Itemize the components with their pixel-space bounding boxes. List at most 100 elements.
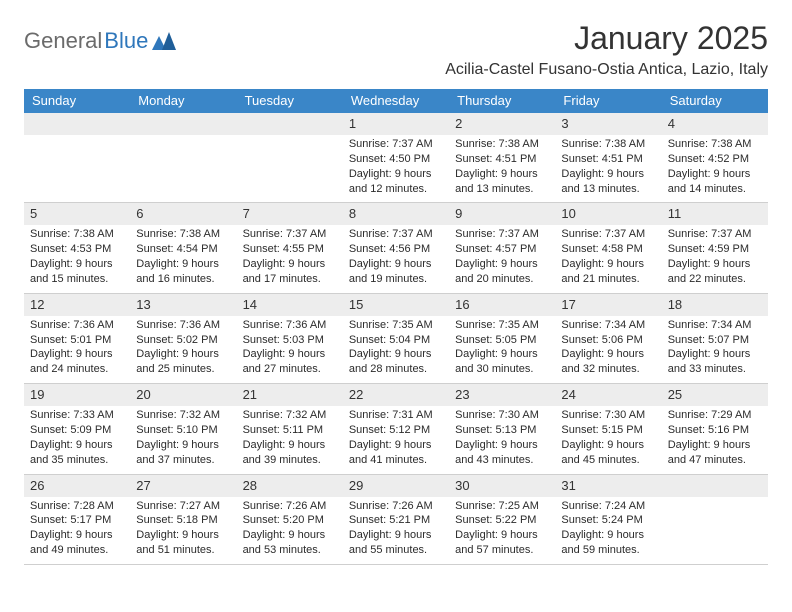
daylight-text: Daylight: 9 hours and 59 minutes. <box>561 528 655 558</box>
sunrise-text: Sunrise: 7:36 AM <box>243 318 337 333</box>
sunrise-text: Sunrise: 7:34 AM <box>561 318 655 333</box>
sunset-text: Sunset: 5:02 PM <box>136 333 230 348</box>
sunset-text: Sunset: 5:01 PM <box>30 333 124 348</box>
sunrise-text: Sunrise: 7:36 AM <box>30 318 124 333</box>
day-cell: 21Sunrise: 7:32 AMSunset: 5:11 PMDayligh… <box>237 384 343 473</box>
day-cell: 4Sunrise: 7:38 AMSunset: 4:52 PMDaylight… <box>662 113 768 202</box>
daynum-row: 9 <box>449 203 555 225</box>
sunset-text: Sunset: 5:11 PM <box>243 423 337 438</box>
daynum-row: 25 <box>662 384 768 406</box>
sunrise-text: Sunrise: 7:36 AM <box>136 318 230 333</box>
page-subtitle: Acilia-Castel Fusano-Ostia Antica, Lazio… <box>445 61 768 79</box>
day-number: 31 <box>561 478 575 493</box>
daynum-row: 4 <box>662 113 768 135</box>
sunset-text: Sunset: 5:09 PM <box>30 423 124 438</box>
day-info: Sunrise: 7:33 AMSunset: 5:09 PMDaylight:… <box>30 408 124 467</box>
day-number: 15 <box>349 297 363 312</box>
day-header-row: SundayMondayTuesdayWednesdayThursdayFrid… <box>24 89 768 113</box>
day-cell: 7Sunrise: 7:37 AMSunset: 4:55 PMDaylight… <box>237 203 343 292</box>
day-info: Sunrise: 7:36 AMSunset: 5:01 PMDaylight:… <box>30 318 124 377</box>
day-number <box>668 478 672 493</box>
sunrise-text: Sunrise: 7:37 AM <box>243 227 337 242</box>
sunset-text: Sunset: 4:50 PM <box>349 152 443 167</box>
daylight-text: Daylight: 9 hours and 21 minutes. <box>561 257 655 287</box>
brand-part2: Blue <box>104 28 148 54</box>
title-block: January 2025 Acilia-Castel Fusano-Ostia … <box>445 20 768 79</box>
day-number: 7 <box>243 206 250 221</box>
sunrise-text: Sunrise: 7:30 AM <box>561 408 655 423</box>
daylight-text: Daylight: 9 hours and 14 minutes. <box>668 167 762 197</box>
sunset-text: Sunset: 4:51 PM <box>561 152 655 167</box>
sunset-text: Sunset: 5:10 PM <box>136 423 230 438</box>
day-info: Sunrise: 7:29 AMSunset: 5:16 PMDaylight:… <box>668 408 762 467</box>
daylight-text: Daylight: 9 hours and 32 minutes. <box>561 347 655 377</box>
header: GeneralBlue January 2025 Acilia-Castel F… <box>24 20 768 79</box>
sunrise-text: Sunrise: 7:38 AM <box>455 137 549 152</box>
day-cell: 18Sunrise: 7:34 AMSunset: 5:07 PMDayligh… <box>662 294 768 383</box>
daylight-text: Daylight: 9 hours and 43 minutes. <box>455 438 549 468</box>
daylight-text: Daylight: 9 hours and 35 minutes. <box>30 438 124 468</box>
day-number: 14 <box>243 297 257 312</box>
sunrise-text: Sunrise: 7:27 AM <box>136 499 230 514</box>
daynum-row: 7 <box>237 203 343 225</box>
daylight-text: Daylight: 9 hours and 37 minutes. <box>136 438 230 468</box>
day-number: 4 <box>668 116 675 131</box>
day-cell: 3Sunrise: 7:38 AMSunset: 4:51 PMDaylight… <box>555 113 661 202</box>
daylight-text: Daylight: 9 hours and 55 minutes. <box>349 528 443 558</box>
sunset-text: Sunset: 4:52 PM <box>668 152 762 167</box>
sunrise-text: Sunrise: 7:37 AM <box>455 227 549 242</box>
day-number: 17 <box>561 297 575 312</box>
day-cell: 26Sunrise: 7:28 AMSunset: 5:17 PMDayligh… <box>24 475 130 564</box>
day-info: Sunrise: 7:34 AMSunset: 5:06 PMDaylight:… <box>561 318 655 377</box>
page-title: January 2025 <box>445 20 768 57</box>
daylight-text: Daylight: 9 hours and 41 minutes. <box>349 438 443 468</box>
day-info: Sunrise: 7:26 AMSunset: 5:21 PMDaylight:… <box>349 499 443 558</box>
day-info: Sunrise: 7:32 AMSunset: 5:11 PMDaylight:… <box>243 408 337 467</box>
day-cell: 1Sunrise: 7:37 AMSunset: 4:50 PMDaylight… <box>343 113 449 202</box>
day-header: Tuesday <box>237 89 343 113</box>
day-number: 5 <box>30 206 37 221</box>
daynum-row: 2 <box>449 113 555 135</box>
daylight-text: Daylight: 9 hours and 30 minutes. <box>455 347 549 377</box>
day-info: Sunrise: 7:30 AMSunset: 5:13 PMDaylight:… <box>455 408 549 467</box>
sunset-text: Sunset: 5:17 PM <box>30 513 124 528</box>
brand-mark-icon <box>152 32 176 50</box>
daynum-row: 16 <box>449 294 555 316</box>
day-number: 25 <box>668 387 682 402</box>
daynum-row: 28 <box>237 475 343 497</box>
week-row: 26Sunrise: 7:28 AMSunset: 5:17 PMDayligh… <box>24 475 768 565</box>
daynum-row: 19 <box>24 384 130 406</box>
sunset-text: Sunset: 5:15 PM <box>561 423 655 438</box>
daynum-row: 5 <box>24 203 130 225</box>
daylight-text: Daylight: 9 hours and 16 minutes. <box>136 257 230 287</box>
sunrise-text: Sunrise: 7:26 AM <box>349 499 443 514</box>
day-info: Sunrise: 7:36 AMSunset: 5:02 PMDaylight:… <box>136 318 230 377</box>
sunset-text: Sunset: 4:51 PM <box>455 152 549 167</box>
sunset-text: Sunset: 5:05 PM <box>455 333 549 348</box>
daynum-row: 18 <box>662 294 768 316</box>
day-number <box>30 116 34 131</box>
day-cell: 19Sunrise: 7:33 AMSunset: 5:09 PMDayligh… <box>24 384 130 473</box>
brand-part1: General <box>24 28 102 54</box>
day-info: Sunrise: 7:37 AMSunset: 4:58 PMDaylight:… <box>561 227 655 286</box>
weeks-container: 1Sunrise: 7:37 AMSunset: 4:50 PMDaylight… <box>24 113 768 565</box>
sunset-text: Sunset: 5:20 PM <box>243 513 337 528</box>
day-cell: 23Sunrise: 7:30 AMSunset: 5:13 PMDayligh… <box>449 384 555 473</box>
day-cell: 13 Sunrise: 7:36 AMSunset: 5:02 PMDayligh… <box>130 294 236 383</box>
calendar-page: GeneralBlue January 2025 Acilia-Castel F… <box>0 0 792 565</box>
day-number: 29 <box>349 478 363 493</box>
daynum-row: 8 <box>343 203 449 225</box>
sunset-text: Sunset: 4:56 PM <box>349 242 443 257</box>
day-cell <box>130 113 236 202</box>
daylight-text: Daylight: 9 hours and 33 minutes. <box>668 347 762 377</box>
day-header: Monday <box>130 89 236 113</box>
sunset-text: Sunset: 4:54 PM <box>136 242 230 257</box>
day-cell: 27Sunrise: 7:27 AMSunset: 5:18 PMDayligh… <box>130 475 236 564</box>
sunset-text: Sunset: 5:24 PM <box>561 513 655 528</box>
day-number: 30 <box>455 478 469 493</box>
daynum-row: 14 <box>237 294 343 316</box>
day-info: Sunrise: 7:31 AMSunset: 5:12 PMDaylight:… <box>349 408 443 467</box>
day-number: 22 <box>349 387 363 402</box>
day-cell: 25 Sunrise: 7:29 AMSunset: 5:16 PMDayligh… <box>662 384 768 473</box>
day-number: 13 <box>136 297 150 312</box>
